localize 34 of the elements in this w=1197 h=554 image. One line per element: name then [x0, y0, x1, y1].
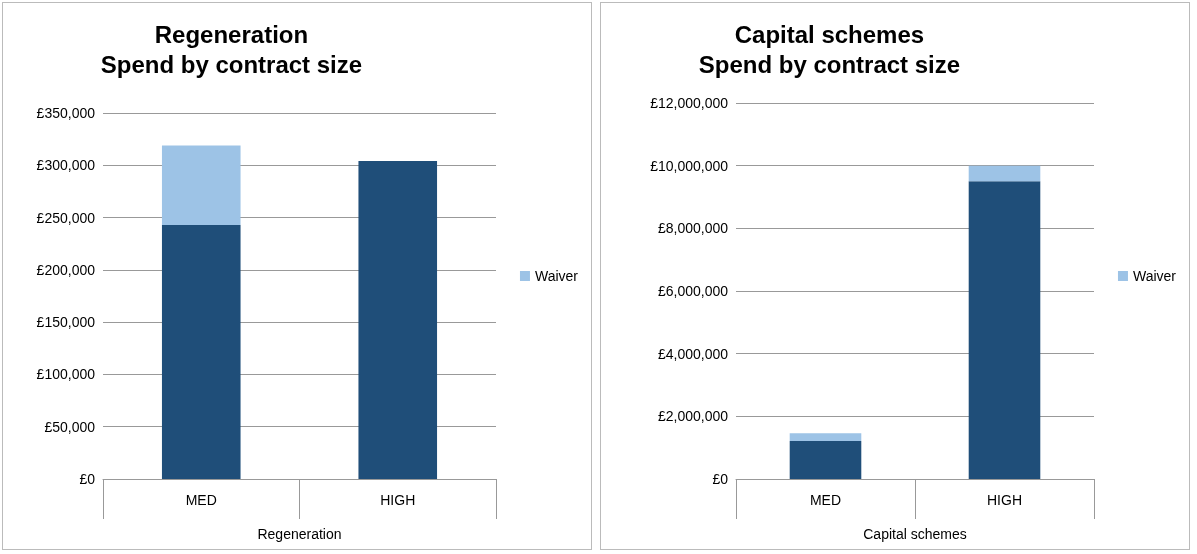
y-tick-label: £200,000 [36, 261, 96, 278]
y-tick-label: £10,000,000 [650, 157, 729, 174]
bar [161, 224, 241, 479]
chart-subtitle: Spend by contract size [698, 50, 961, 78]
bar [789, 441, 862, 479]
y-tick-label: £6,000,000 [657, 283, 729, 299]
chart-title: Regeneration [154, 20, 309, 48]
y-tick-label: £50,000 [44, 418, 96, 435]
bar [789, 433, 862, 442]
bar [968, 181, 1041, 479]
x-axis-title: Regeneration [257, 526, 342, 542]
y-tick-label: £300,000 [36, 157, 96, 174]
x-tick-label: HIGH [380, 492, 416, 508]
y-tick-label: £100,000 [36, 366, 96, 383]
y-tick-label: £350,000 [36, 105, 96, 121]
y-tick-label: £0 [712, 471, 729, 487]
bar [358, 161, 438, 479]
y-tick-label: £150,000 [36, 314, 96, 331]
y-tick-label: £8,000,000 [657, 220, 729, 237]
x-tick-label: MED [809, 492, 842, 508]
y-tick-label: £12,000,000 [650, 95, 729, 111]
legend-label: Waiver [1132, 268, 1177, 284]
y-tick-label: £0 [79, 471, 96, 487]
chart-subtitle: Spend by contract size [100, 50, 363, 78]
bar [161, 145, 241, 225]
y-tick-label: £2,000,000 [657, 408, 729, 425]
x-tick-label: MED [185, 492, 217, 508]
bar [968, 165, 1041, 182]
legend-label: Waiver [534, 268, 579, 284]
y-tick-label: £250,000 [36, 209, 96, 226]
chart-title: Capital schemes [734, 20, 925, 48]
y-tick-label: £4,000,000 [657, 345, 729, 362]
x-axis-title: Capital schemes [863, 526, 967, 542]
x-tick-label: HIGH [987, 492, 1022, 508]
